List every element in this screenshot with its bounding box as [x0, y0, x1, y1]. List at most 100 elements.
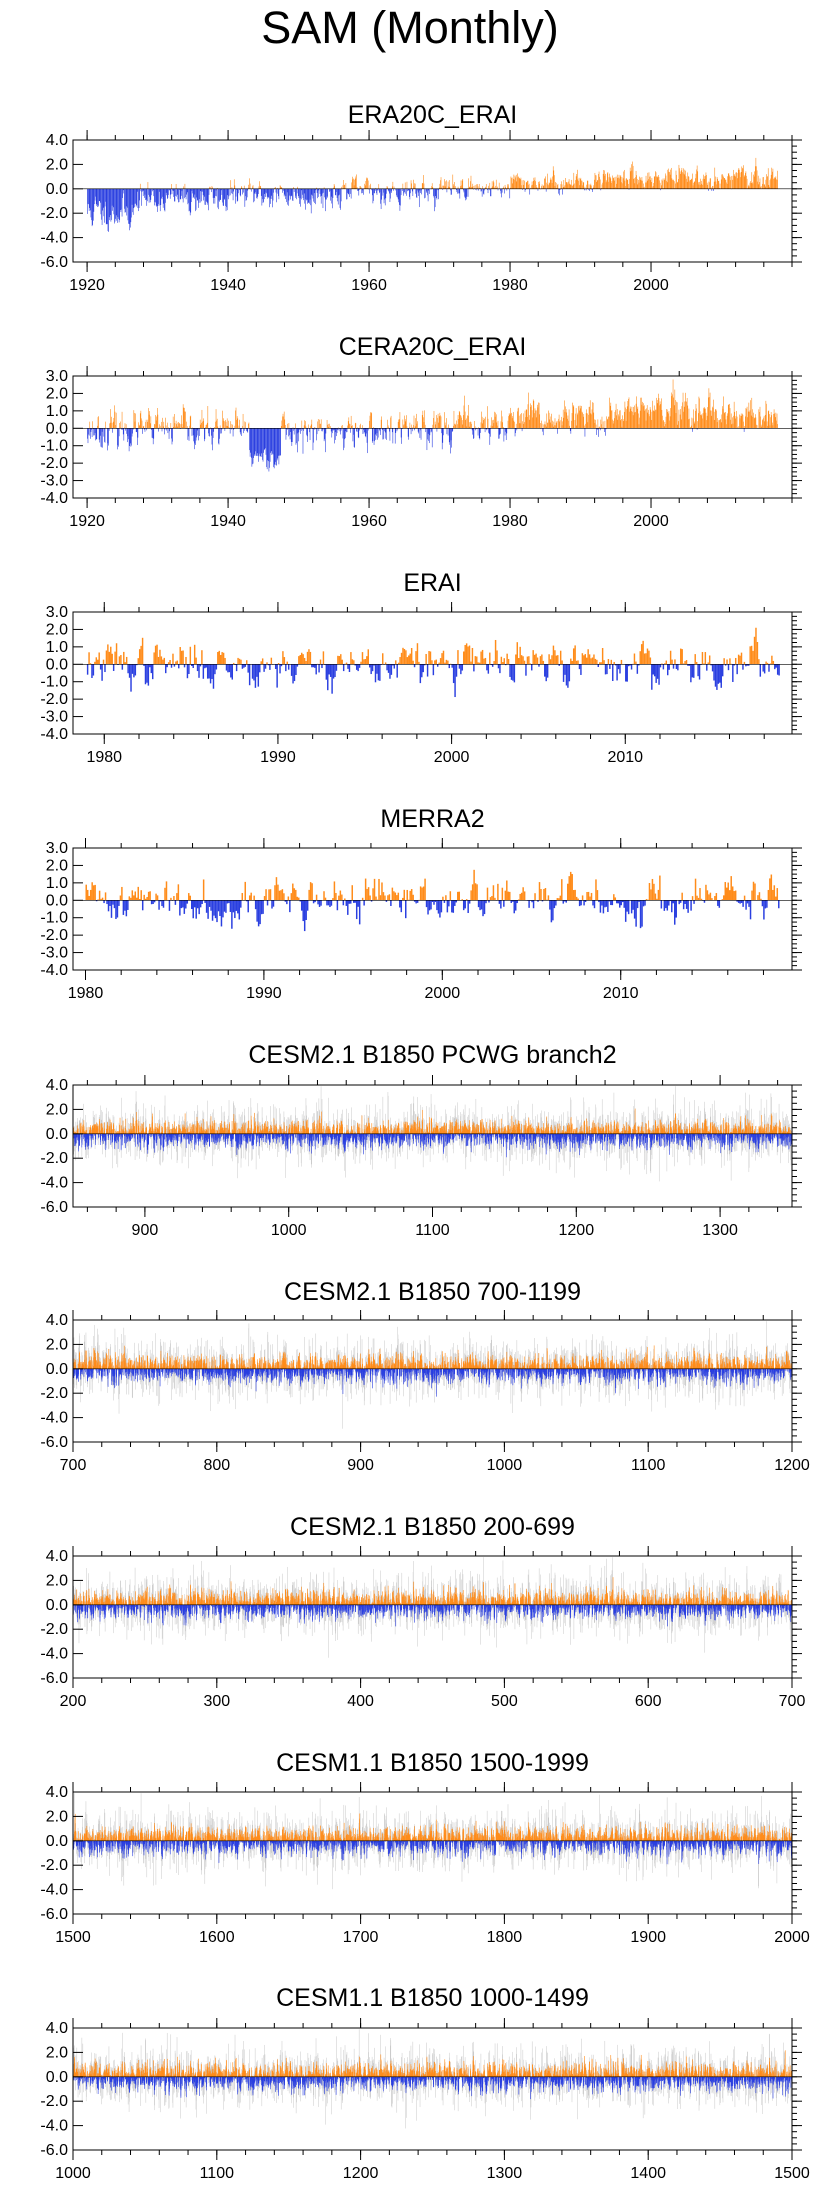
negative-bar	[231, 189, 232, 193]
positive-bar	[583, 182, 584, 189]
positive-bar	[632, 162, 633, 189]
negative-bar	[318, 189, 319, 197]
positive-bar	[649, 172, 650, 188]
positive-bar	[492, 186, 493, 188]
positive-bar	[607, 173, 608, 188]
positive-bar	[632, 171, 633, 189]
positive-bar	[723, 176, 724, 189]
positive-bar	[514, 180, 515, 189]
negative-bar	[264, 189, 265, 194]
negative-bar	[312, 189, 313, 196]
positive-bar	[521, 185, 522, 189]
negative-bar	[376, 189, 377, 193]
positive-bar	[626, 178, 627, 189]
positive-bar	[529, 184, 530, 189]
negative-bar	[196, 189, 197, 198]
negative-bar	[373, 189, 374, 201]
negative-bar	[208, 189, 209, 203]
negative-bar	[163, 189, 164, 208]
positive-bar	[667, 182, 668, 189]
positive-bar	[734, 174, 735, 189]
positive-bar	[637, 179, 638, 189]
negative-bar	[339, 189, 340, 196]
negative-bar	[127, 189, 128, 208]
negative-bar	[104, 189, 105, 216]
negative-bar	[292, 189, 293, 196]
negative-bar	[137, 189, 138, 192]
negative-bar	[109, 189, 110, 220]
positive-bar	[593, 185, 594, 189]
positive-bar	[445, 186, 446, 188]
positive-bar	[579, 185, 580, 189]
positive-bar	[660, 183, 661, 189]
positive-bar	[354, 180, 355, 189]
positive-bar	[639, 183, 640, 189]
negative-bar	[118, 189, 119, 217]
positive-bar	[524, 180, 525, 189]
negative-bar	[297, 189, 298, 194]
positive-bar	[524, 181, 525, 189]
positive-bar	[360, 186, 361, 189]
positive-bar	[676, 171, 677, 189]
negative-bar	[188, 189, 189, 203]
negative-bar	[223, 189, 224, 206]
positive-bar	[650, 180, 651, 189]
positive-bar	[526, 182, 527, 188]
negative-bar	[114, 189, 115, 214]
positive-bar	[343, 180, 344, 189]
figure-title: SAM (Monthly)	[261, 2, 559, 53]
positive-bar	[680, 171, 681, 188]
negative-bar	[108, 189, 109, 232]
positive-bar	[759, 182, 760, 189]
negative-bar	[156, 189, 157, 207]
negative-bar	[179, 189, 180, 202]
negative-bar	[115, 189, 116, 222]
positive-bar	[649, 177, 650, 189]
positive-bar	[771, 168, 772, 189]
positive-bar	[641, 180, 642, 188]
negative-bar	[204, 189, 205, 197]
positive-bar	[692, 179, 693, 189]
positive-bar	[648, 179, 649, 189]
positive-bar	[573, 185, 574, 189]
negative-bar	[190, 189, 191, 215]
negative-bar	[348, 189, 349, 194]
positive-bar	[618, 178, 619, 189]
negative-bar	[263, 189, 264, 203]
positive-bar	[610, 178, 611, 188]
negative-bar	[206, 189, 207, 202]
positive-bar	[552, 176, 553, 188]
negative-bar	[151, 189, 152, 200]
positive-bar	[571, 185, 572, 189]
negative-bar	[89, 189, 90, 211]
positive-bar	[776, 179, 777, 189]
positive-bar	[341, 187, 342, 189]
negative-bar	[270, 189, 271, 199]
negative-bar	[163, 189, 164, 204]
negative-bar	[168, 189, 169, 198]
positive-bar	[767, 176, 768, 189]
positive-bar	[669, 172, 670, 189]
negative-bar	[273, 189, 274, 201]
positive-bar	[715, 177, 716, 189]
negative-bar	[224, 189, 225, 199]
negative-bar	[213, 189, 214, 204]
positive-bar	[446, 180, 447, 188]
positive-bar	[551, 178, 552, 189]
negative-bar	[145, 189, 146, 200]
positive-bar	[710, 178, 711, 188]
positive-bar	[756, 158, 757, 189]
positive-bar	[765, 187, 766, 189]
negative-bar	[321, 189, 322, 204]
negative-bar	[188, 189, 189, 204]
positive-bar	[596, 182, 597, 189]
positive-bar	[482, 186, 483, 189]
positive-bar	[742, 168, 743, 189]
negative-bar	[226, 189, 227, 211]
positive-bar	[614, 181, 615, 189]
positive-bar	[752, 182, 753, 188]
negative-bar	[294, 189, 295, 192]
positive-bar	[628, 184, 629, 189]
positive-bar	[565, 178, 566, 189]
positive-bar	[686, 176, 687, 189]
